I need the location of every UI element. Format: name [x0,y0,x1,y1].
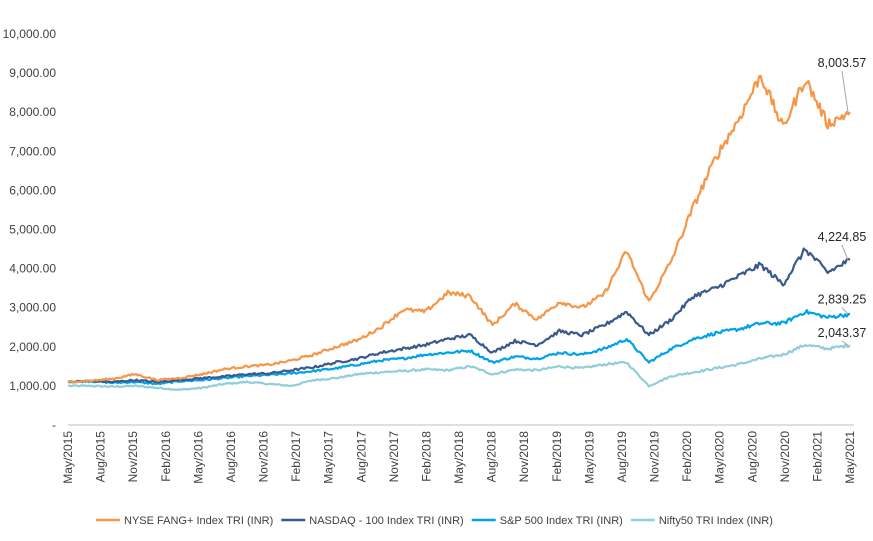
end-value-label: 4,224.85 [818,230,867,244]
end-labels: 8,003.57 4,224.85 2,839.25 2,043.37 [818,56,867,346]
y-tick-label: 6,000.00 [9,183,56,197]
series-line [67,74,851,384]
series-line [67,309,850,386]
end-value-label: 2,839.25 [818,293,867,307]
x-tick-label: Nov/2018 [517,431,531,483]
x-tick-label: Nov/2019 [648,431,662,483]
x-tick-label: Nov/2015 [126,431,140,483]
x-tick-label: May/2018 [452,431,466,484]
x-tick-label: Feb/2021 [810,431,824,482]
legend-label: Nifty50 TRI Index (INR) [659,515,773,527]
x-tick-label: Aug/2019 [615,431,629,483]
x-tick-label: Aug/2016 [224,431,238,483]
x-tick-label: May/2017 [322,431,336,484]
x-tick-label: Aug/2017 [354,431,368,483]
x-tick-label: Nov/2020 [778,431,792,483]
x-tick-label: May/2015 [61,431,75,484]
end-label-leader [841,340,849,346]
x-tick-label: Aug/2018 [485,431,499,483]
x-axis: May/2015 Aug/2015 Nov/2015 Feb/2016 May/2016… [61,424,857,484]
x-tick-label: Aug/2015 [94,431,108,483]
x-tick-label: May/2019 [582,431,596,484]
x-tick-label: Nov/2016 [257,431,271,483]
x-tick-label: Feb/2017 [289,431,303,482]
series-line [67,343,851,391]
y-tick-label: 7,000.00 [9,144,56,158]
series-layer [67,74,851,391]
series-line [67,247,851,384]
y-tick-label: 4,000.00 [9,262,56,276]
y-tick-label: - [52,418,56,432]
x-tick-label: Feb/2016 [159,431,173,482]
end-label-leader [841,70,849,113]
legend-label: S&P 500 Index TRI (INR) [500,515,623,527]
x-tick-label: May/2016 [191,431,205,484]
x-tick-label: Feb/2018 [419,431,433,482]
y-tick-label: 2,000.00 [9,340,56,354]
x-tick-label: Nov/2017 [387,431,401,483]
legend-label: NYSE FANG+ Index TRI (INR) [124,515,273,527]
x-tick-label: Feb/2019 [550,431,564,482]
end-value-label: 8,003.57 [818,56,867,70]
legend: NYSE FANG+ Index TRI (INR) NASDAQ - 100 I… [96,515,773,527]
y-tick-label: 9,000.00 [9,66,56,80]
end-label-leader [841,244,849,260]
x-tick-label: Aug/2020 [745,431,759,483]
y-tick-label: 5,000.00 [9,223,56,237]
y-axis: - 1,000.00 2,000.00 3,000.00 4,000.00 5,000.0… [3,27,57,432]
x-tick-label: Feb/2020 [680,431,694,482]
x-tick-label: May/2021 [843,431,857,484]
end-value-label: 2,043.37 [818,326,867,340]
x-tick-label: May/2020 [713,431,727,484]
y-tick-label: 1,000.00 [9,379,56,393]
y-tick-label: 3,000.00 [9,301,56,315]
y-tick-label: 10,000.00 [3,27,57,41]
legend-label: NASDAQ - 100 Index TRI (INR) [309,515,463,527]
end-label-leader [841,307,849,315]
y-tick-label: 8,000.00 [9,105,56,119]
